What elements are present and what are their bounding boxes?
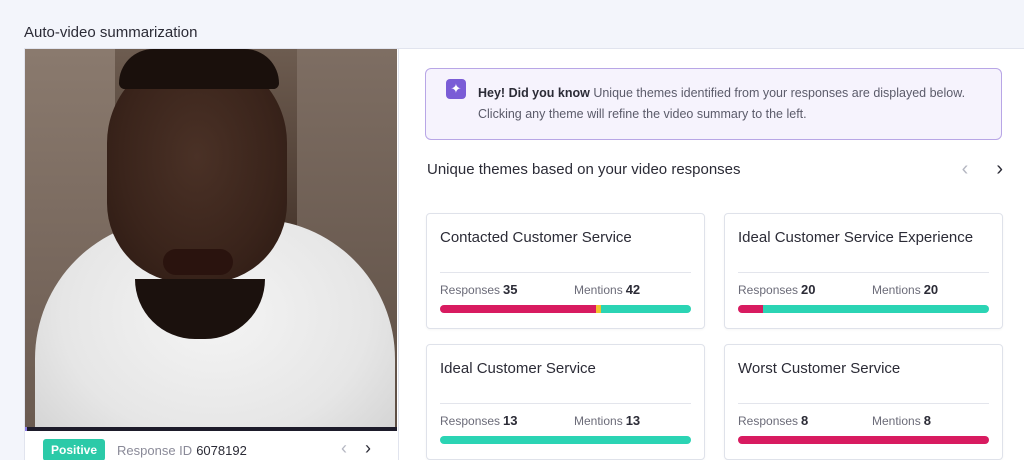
sentiment-bar-segment <box>738 305 764 313</box>
themes-title: Unique themes based on your video respon… <box>427 161 741 178</box>
summary-panel: Positive Response ID 6078192 ‹ › ✦ Hey! … <box>24 48 1024 460</box>
themes-column: ✦ Hey! Did you know Unique themes identi… <box>398 49 1024 460</box>
themes-next-icon[interactable]: › <box>996 158 1003 180</box>
theme-card-title: Contacted Customer Service <box>440 229 632 246</box>
mentions-label: Mentions <box>872 283 921 297</box>
responses-label: Responses <box>738 283 799 297</box>
responses-count: 20 <box>801 282 816 297</box>
video-footer: Positive Response ID 6078192 ‹ › <box>25 431 397 460</box>
theme-card-title: Worst Customer Service <box>738 360 901 377</box>
theme-card[interactable]: Ideal Customer Service Responses 13 Menti… <box>426 344 705 460</box>
theme-card-title: Ideal Customer Service Experience <box>738 229 974 246</box>
section-title: Auto-video summarization <box>24 24 198 41</box>
sentiment-bar <box>440 305 691 313</box>
theme-card[interactable]: Contacted Customer Service Responses 35 M… <box>426 213 705 329</box>
sentiment-badge: Positive <box>43 439 106 460</box>
response-id-value: 6078192 <box>196 442 247 458</box>
info-callout: ✦ Hey! Did you know Unique themes identi… <box>425 68 1002 140</box>
mentions-label: Mentions <box>574 283 623 297</box>
responses-count: 8 <box>801 413 809 428</box>
sentiment-bar-segment <box>440 305 596 313</box>
mentions-count: 20 <box>923 282 939 297</box>
sentiment-bar-segment <box>738 436 989 444</box>
mentions-count: 8 <box>923 413 931 428</box>
info-text: Unique themes identified from your respo… <box>478 86 966 121</box>
video-player[interactable] <box>25 49 397 431</box>
theme-card[interactable]: Ideal Customer Service Experience Respon… <box>724 213 1003 329</box>
theme-card[interactable]: Worst Customer Service Responses 8 Mentio… <box>724 344 1003 460</box>
sentiment-bar-segment <box>763 305 989 313</box>
responses-label: Responses <box>440 283 501 297</box>
sentiment-bar-segment <box>440 436 691 444</box>
sentiment-bar <box>738 436 989 444</box>
responses-label: Responses <box>738 414 799 428</box>
responses-count: 35 <box>503 282 518 297</box>
info-heading: Hey! Did you know <box>478 86 590 100</box>
theme-card-title: Ideal Customer Service <box>440 360 596 377</box>
chevron-left-icon[interactable]: ‹ <box>341 438 347 458</box>
responses-count: 13 <box>503 413 518 428</box>
themes-prev-icon[interactable]: ‹ <box>961 158 969 180</box>
mentions-count: 13 <box>625 413 641 428</box>
sentiment-bar <box>440 436 691 444</box>
sentiment-bar-segment <box>595 305 601 313</box>
mentions-label: Mentions <box>574 414 623 428</box>
mentions-count: 42 <box>625 282 641 297</box>
sparkle-icon: ✦ <box>446 79 466 99</box>
video-progress-bar[interactable] <box>25 427 397 431</box>
response-id-label: Response ID <box>117 442 193 458</box>
mentions-label: Mentions <box>872 414 921 428</box>
sentiment-bar <box>738 305 989 313</box>
chevron-right-icon[interactable]: › <box>365 438 371 458</box>
sentiment-bar-segment <box>600 305 691 313</box>
responses-label: Responses <box>440 414 501 428</box>
